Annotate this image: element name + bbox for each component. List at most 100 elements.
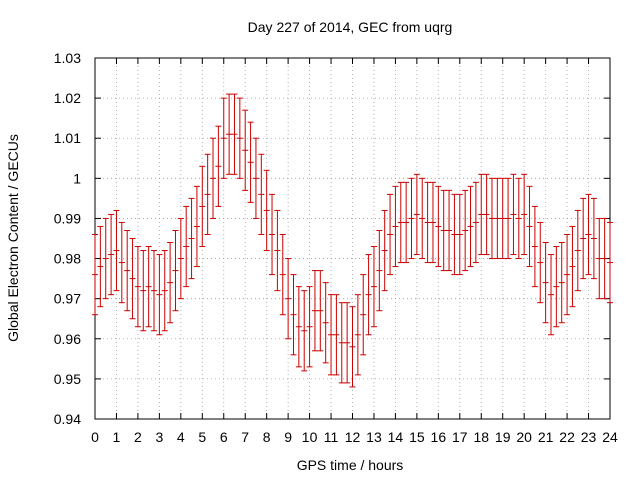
error-bar-point: [451, 193, 458, 276]
x-tick-label: 8: [263, 429, 271, 445]
error-bar-point: [467, 185, 474, 268]
error-bar-point: [285, 258, 292, 340]
x-tick-label: 1: [113, 429, 121, 445]
error-bar-point: [236, 97, 243, 179]
error-bar-point: [505, 177, 512, 260]
x-tick-label: 20: [516, 429, 532, 445]
x-tick-label: 9: [284, 429, 292, 445]
error-bar-point: [526, 185, 533, 268]
y-tick-label: 0.96: [54, 331, 81, 347]
x-tick-label: 13: [366, 429, 382, 445]
x-tick-label: 18: [473, 429, 489, 445]
error-bar-point: [521, 173, 528, 256]
error-bar-point: [118, 221, 125, 304]
error-bar-point: [472, 181, 479, 264]
x-tick-label: 6: [220, 429, 228, 445]
x-tick-label: 5: [198, 429, 206, 445]
error-bar-point: [129, 238, 136, 320]
x-tick-labels: 0 1 2 3 4 5 6 7 8 9 10 11 12 13 14 15 16 17 18 19 20 21 22 23 24: [91, 429, 618, 445]
error-bar-point: [193, 185, 200, 268]
error-bar-point: [102, 217, 109, 300]
error-bar-point: [311, 270, 318, 352]
error-bar-point: [199, 165, 206, 248]
error-bar-point: [338, 302, 345, 384]
error-bar-point: [204, 153, 211, 235]
y-tick-label: 0.94: [54, 411, 81, 427]
y-tick-label: 1.02: [54, 90, 81, 106]
error-bar-point: [446, 189, 453, 272]
x-tick-label: 17: [452, 429, 468, 445]
x-tick-label: 15: [409, 429, 425, 445]
y-tick-label: 0.99: [54, 210, 81, 226]
y-tick-label: 0.95: [54, 371, 81, 387]
x-tick-label: 10: [302, 429, 318, 445]
x-tick-label: 0: [91, 429, 99, 445]
error-bar-point: [328, 294, 335, 376]
error-bar-point: [161, 250, 168, 332]
error-bar-point: [279, 233, 286, 316]
error-bar-point: [580, 197, 587, 280]
error-bar-point: [269, 193, 276, 276]
error-bar-point: [108, 213, 115, 296]
error-bar-point: [381, 209, 388, 292]
error-bar-point: [403, 181, 410, 264]
error-bar-point: [317, 270, 324, 352]
error-bar-point: [607, 221, 613, 304]
error-bar-point: [462, 189, 469, 272]
error-bar-point: [151, 250, 158, 332]
error-bar-point: [510, 173, 517, 256]
axis-ticks: [94, 57, 611, 420]
error-bar-point: [419, 177, 426, 260]
y-axis-label: Global Electron Content / GECUs: [5, 134, 21, 342]
error-bar-point: [92, 233, 98, 316]
error-bar-point: [247, 121, 254, 203]
error-bar-point: [231, 93, 238, 175]
error-bar-point: [574, 209, 581, 292]
error-bar-point: [140, 250, 147, 332]
error-bar-point: [301, 290, 308, 372]
error-bar-point: [263, 169, 270, 252]
error-bar-point: [97, 225, 104, 308]
x-tick-label: 19: [495, 429, 511, 445]
chart-title: Day 227 of 2014, GEC from uqrg: [248, 19, 453, 35]
x-axis-label: GPS time / hours: [297, 457, 404, 473]
error-bar-point: [387, 193, 394, 276]
error-bar-point: [542, 242, 549, 324]
error-bar-point: [585, 193, 592, 276]
error-bar-point: [478, 173, 485, 256]
error-bar-point: [547, 254, 554, 336]
error-bar-point: [558, 242, 565, 324]
x-tick-label: 22: [559, 429, 575, 445]
error-bar-point: [590, 197, 597, 280]
error-bar-point: [290, 274, 297, 356]
error-bar-point: [322, 282, 329, 364]
error-bar-point: [537, 221, 544, 304]
error-bar-point: [177, 217, 184, 300]
x-tick-label: 4: [177, 429, 185, 445]
error-bar-point: [360, 274, 367, 356]
error-bar-point: [429, 181, 436, 264]
error-bar-point: [413, 173, 420, 256]
error-bar-point: [167, 242, 174, 324]
y-tick-label: 0.98: [54, 251, 81, 267]
error-bar-point: [156, 254, 163, 336]
error-bar-point: [183, 205, 190, 288]
x-tick-label: 11: [324, 429, 339, 445]
error-bar-point: [435, 185, 442, 268]
error-bar-point: [515, 177, 522, 260]
error-bar-point: [210, 137, 217, 219]
error-bar-point: [226, 93, 233, 175]
error-bar-point: [344, 302, 351, 384]
error-bar-point: [258, 153, 265, 235]
error-bar-point: [365, 254, 372, 336]
y-tick-label: 0.97: [54, 291, 81, 307]
error-bar-point: [424, 181, 431, 264]
error-bar-point: [333, 294, 340, 376]
x-tick-label: 23: [581, 429, 597, 445]
x-tick-label: 12: [345, 429, 361, 445]
error-bar-point: [553, 246, 560, 328]
x-tick-label: 16: [431, 429, 447, 445]
error-bar-point: [274, 209, 281, 292]
error-bar-point: [306, 286, 313, 368]
error-bar-point: [488, 177, 495, 260]
